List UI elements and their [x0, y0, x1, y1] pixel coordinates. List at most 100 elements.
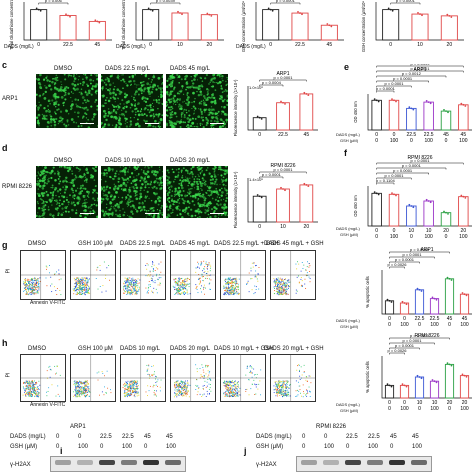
c-micrograph-0-cells [36, 74, 98, 128]
top-chart-3-point-0-2 [391, 9, 394, 12]
f-chart-axes [367, 186, 472, 227]
g-title-1: GSH 100 μM [78, 241, 113, 247]
e-chart-pvalue-0: p = 0.0001 [376, 86, 396, 91]
d-micrograph-2 [166, 166, 228, 218]
top-chart-0-ylabel: Total Glutathione concentration [9, 0, 14, 50]
g-title-0: DMSO [28, 241, 46, 247]
h-chart-tick-0-0: 0 [388, 400, 391, 406]
g-chart-tick-1-4: 0 [448, 322, 451, 328]
d-chart: p = 0.0001 p = 0.0001 0 10 20 Fluorescence in… [232, 160, 320, 236]
h-chart-title: RPMI 8226 [414, 333, 439, 339]
top-chart-2-pvalue-0: p = 0.0001 [276, 0, 296, 3]
blot-i-dads-4: 45 [144, 434, 151, 440]
d-chart-title: RPMI 8226 [270, 163, 295, 169]
top-chart-2-point-1-0 [297, 10, 299, 13]
c-chart-bar-2 [299, 93, 314, 131]
d-chart-tick-0-2: 20 [304, 224, 310, 230]
e-chart-tick-1-5: 100 [459, 138, 468, 144]
top-chart-1-tick-0-0: 0 [149, 42, 152, 48]
g-chart-point-3-2 [435, 298, 438, 301]
g-chart-tick-0-2: 22.5 [415, 316, 425, 322]
top-chart-0-axes [23, 2, 112, 41]
h-chart-ylabel: % apoptotic cells [365, 361, 370, 392]
g-flow-0 [20, 250, 66, 300]
g-chart-bar-0 [384, 300, 395, 315]
blot-j-gsh-2: 0 [346, 444, 350, 450]
g-gsh-label: GSH (μM) [340, 324, 359, 329]
f-chart-title: RPMI 8226 [407, 155, 432, 161]
e-chart-bracket-0 [376, 90, 395, 93]
blot-j-band-5 [411, 460, 427, 465]
top-chart-0-tick-0-0: 0 [37, 42, 40, 48]
g-flow-5 [270, 250, 316, 300]
blot-i-band-1 [77, 460, 93, 465]
top-chart-3-point-1-1 [419, 13, 421, 15]
e-chart-bar-4 [440, 110, 452, 131]
f-chart-bracket-4 [376, 162, 464, 165]
h-title-0: DMSO [28, 346, 46, 352]
f-chart-pvalue-4: p = 0.0001 [410, 158, 430, 163]
c-title-1: DADS 22.5 mg/L [105, 66, 151, 72]
blot-j-dads-3: 22.5 [368, 434, 380, 440]
top-chart-2-point-2-0 [326, 23, 329, 25]
f-chart-tick-0-4: 20 [443, 228, 449, 234]
e-chart-tick-1-2: 0 [410, 138, 413, 144]
g-chart-bar-3 [429, 298, 440, 315]
h-chart-bracket-2 [389, 342, 435, 345]
c-chart-bracket-1 [259, 79, 307, 82]
d-chart-point-0-2 [260, 196, 263, 199]
h-chart-bracket-1 [389, 347, 420, 350]
d-title-2: DADS 20 mg/L [170, 158, 211, 164]
top-chart-3-tick-0-2: 20 [447, 42, 453, 48]
blot-i-gsh-4: 0 [144, 444, 148, 450]
c-chart-bar-1 [276, 102, 290, 131]
h-chart-tick-1-4: 0 [448, 406, 451, 412]
f-chart-point-1-0 [391, 192, 393, 195]
top-chart-1-point-2-0 [206, 12, 209, 15]
e-chart-point-3-0 [425, 100, 428, 102]
c-chart-ymax: 1.0×10⁶ [249, 85, 263, 90]
e-chart-bracket-4 [376, 70, 464, 73]
d-chart-bracket-0 [259, 176, 284, 179]
f-chart-bar-1 [388, 193, 400, 227]
g-chart-tick-1-3: 100 [430, 322, 439, 328]
top-chart-3-ylabel: GSH concentration (μM/10⁶ cells) [361, 0, 366, 52]
blot-i-dads-3: 22.5 [122, 434, 134, 440]
f-chart-point-3-2 [429, 201, 432, 204]
d-micrograph-0-cells [36, 166, 98, 218]
e-chart-bar-1 [388, 99, 400, 131]
top-chart-3-point-1-2 [421, 14, 423, 17]
g-chart-tick-1-0: 0 [388, 322, 391, 328]
h-flow-1-dots [71, 355, 115, 401]
h-chart-tick-0-5: 20 [462, 400, 468, 406]
blot-i-gsh-5: 100 [166, 444, 177, 450]
c-chart-tick-0-0: 0 [258, 132, 261, 138]
e-chart-point-3-2 [429, 102, 432, 105]
h-chart-bar-5 [459, 375, 470, 399]
top-chart-2-tick-0-1: 22.5 [295, 42, 305, 48]
top-chart-0-point-2-0 [94, 19, 97, 22]
e-chart-bar-2 [406, 107, 417, 131]
f-chart: p = 0.1104 p = 0.0001 p = 0.0001 p = 0.0001… [352, 152, 474, 242]
top-chart-1-point-0-2 [151, 9, 154, 12]
g-chart-point-1-1 [403, 302, 406, 304]
top-chart-3-bracket-0 [390, 2, 421, 5]
e-chart-point-1-1 [393, 99, 395, 102]
h-chart-point-1-2 [405, 385, 408, 388]
h-flow-4 [220, 354, 266, 402]
d-chart-bar-1 [276, 188, 290, 223]
h-chart-point-5-2 [465, 375, 468, 378]
f-chart-pvalue-2: p = 0.0001 [393, 168, 413, 173]
top-chart-2-axes [255, 2, 344, 41]
top-chart-0-point-1-2 [69, 15, 71, 18]
h-chart-point-2-1 [418, 376, 421, 378]
panel-letter-f: f [344, 148, 347, 158]
top-chart-2-bar-2 [320, 24, 338, 41]
c-chart-pvalue-1: p = 0.0001 [273, 75, 293, 80]
e-chart-point-2-0 [408, 106, 411, 109]
e-chart: p = 0.0001 p = 0.0001 p = 0.0001 p = 0.0012… [352, 61, 474, 146]
g-chart-point-5-1 [463, 293, 466, 296]
f-chart-tick-0-1: 0 [393, 228, 396, 234]
